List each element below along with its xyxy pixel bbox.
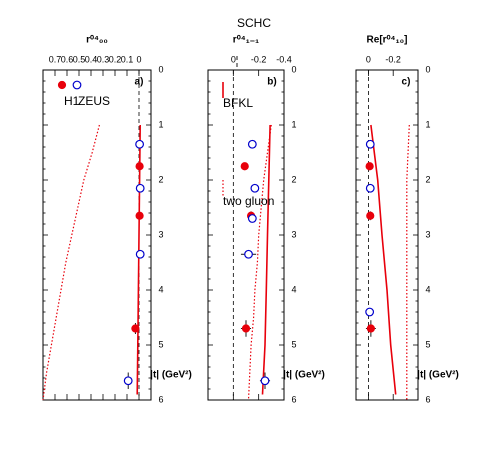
panel-label: c) [402, 77, 411, 88]
y-tick-label: 0.6 [61, 54, 74, 64]
bfkl-curve [261, 124, 271, 395]
y-axis-label: r⁰⁴₀₀ [86, 35, 108, 46]
y-tick-label: 0 [231, 54, 236, 64]
y-tick-label: -0.2 [385, 54, 401, 64]
x-tick-label: 3 [291, 229, 296, 239]
y-tick-label: 0.5 [73, 54, 86, 64]
h1-point [241, 324, 251, 333]
panel-label: a) [135, 77, 144, 88]
x-tick-label: 5 [425, 339, 430, 349]
x-tick-label: 3 [158, 229, 163, 239]
h1-point [365, 162, 374, 171]
panel-c: 0 1 2 3 4 5 6 |t| (GeV²) -0.2 0 Re[r⁰⁴₁₀] c) [355, 35, 459, 404]
y-tick-label: 0.7 [49, 54, 62, 64]
panel-b: 0 1 2 3 4 5 6 |t| (GeV²) -0.4 -0.2 0 r⁰⁴₁₋₁ b) [207, 35, 325, 404]
x-tick-label: 0 [158, 64, 163, 74]
x-axis-label: |t| (GeV²) [417, 370, 459, 381]
x-tick-label: 6 [291, 394, 296, 404]
x-tick-label: 5 [158, 339, 163, 349]
y-tick-label: 0.3 [97, 54, 110, 64]
legend-h1-label: H1 [64, 94, 80, 108]
y-tick-label: -0.4 [276, 54, 292, 64]
zeus-point [135, 249, 145, 259]
x-tick-label: 2 [158, 174, 163, 184]
y-axis-label: Re[r⁰⁴₁₀] [367, 35, 408, 46]
x-tick-label: 0 [425, 64, 430, 74]
zeus-point [250, 183, 260, 193]
zeus-point [260, 376, 270, 386]
legend-zeus-marker [72, 80, 82, 90]
legend-schc-label: SCHC [237, 16, 271, 30]
h1-point [135, 211, 144, 220]
y-tick-label: 0 [136, 54, 141, 64]
h1-point [131, 324, 140, 333]
y-tick-label: 0.4 [85, 54, 98, 64]
x-tick-label: 6 [158, 394, 163, 404]
zeus-point [123, 376, 133, 386]
zeus-point [247, 139, 257, 149]
plot-frame [207, 69, 285, 401]
h1-point [135, 162, 144, 171]
y-axis-label: r⁰⁴₁₋₁ [233, 35, 259, 46]
zeus-point [365, 139, 375, 149]
x-axis-label: |t| (GeV²) [150, 370, 192, 381]
x-tick-label: 3 [425, 229, 430, 239]
two-gluon-curve [247, 124, 272, 401]
bfkl-curve [136, 124, 141, 395]
legend-zeus-label: ZEUS [78, 94, 110, 108]
x-tick-label: 4 [291, 284, 296, 294]
y-tick-label: -0.2 [251, 54, 267, 64]
y-tick-label: 0 [366, 54, 371, 64]
legend-bfkl-label: BFKL [223, 96, 253, 110]
legend-h1-marker [57, 80, 67, 90]
two-gluon-curve [42, 124, 100, 401]
plot-frame [355, 69, 419, 401]
x-tick-label: 6 [425, 394, 430, 404]
x-axis-label: |t| (GeV²) [283, 370, 325, 381]
x-tick-label: 0 [291, 64, 296, 74]
x-tick-label: 4 [158, 284, 163, 294]
x-tick-label: 1 [158, 119, 163, 129]
plot-frame [42, 69, 152, 401]
x-tick-label: 2 [425, 174, 430, 184]
zeus-point [135, 139, 144, 149]
zeus-point [244, 249, 253, 259]
x-tick-label: 1 [291, 119, 296, 129]
x-tick-label: 2 [291, 174, 296, 184]
bfkl-curve [370, 124, 397, 395]
zeus-point [365, 307, 375, 317]
x-tick-label: 4 [425, 284, 430, 294]
two-gluon-curve [406, 124, 410, 400]
zeus-point [365, 183, 375, 193]
zeus-point [247, 214, 257, 223]
h1-point [240, 162, 249, 171]
y-tick-label: 0.2 [109, 54, 122, 64]
legend-two-gluon-label: two gluon [223, 194, 274, 208]
h1-point [366, 211, 375, 220]
panel-label: b) [267, 77, 276, 88]
zeus-point [135, 183, 145, 193]
x-tick-label: 1 [425, 119, 430, 129]
y-tick-label: 0.1 [121, 54, 134, 64]
h1-point [366, 324, 375, 333]
x-tick-label: 5 [291, 339, 296, 349]
